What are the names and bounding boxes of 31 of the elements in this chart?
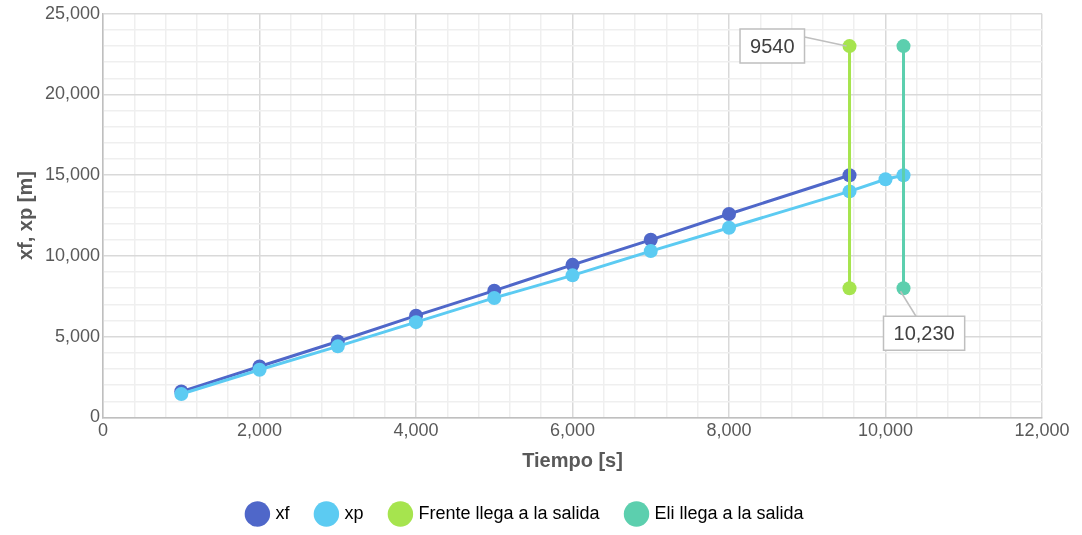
x-tick-label: 4,000 — [393, 420, 439, 441]
point — [643, 244, 658, 259]
y-tick-label: 20,000 — [44, 83, 101, 104]
legend-label: xp — [344, 502, 364, 523]
x-tick-label: 12,000 — [1014, 420, 1070, 441]
y-tick-label: 10,000 — [44, 244, 101, 265]
point — [487, 290, 502, 305]
x-tick-label: 10,000 — [857, 420, 914, 441]
y-tick-label: 5,000 — [55, 325, 101, 346]
point — [330, 339, 345, 354]
point — [896, 281, 911, 296]
y-tick-label: 15,000 — [44, 164, 101, 185]
annotation: 10,230 — [893, 321, 955, 344]
point — [722, 206, 737, 221]
y-tick-label: 25,000 — [44, 2, 101, 23]
legend-label: xf — [275, 502, 291, 523]
legend-label: Frente llega a la salida — [418, 502, 601, 523]
point — [842, 281, 857, 296]
x-axis-title: Tiempo [s] — [522, 448, 623, 471]
point — [409, 315, 424, 330]
y-axis-title: xf, xp [m] — [13, 171, 36, 261]
point — [896, 39, 911, 54]
point — [842, 39, 857, 54]
x-tick-label: 2,000 — [237, 420, 283, 441]
annotation: 9540 — [750, 34, 795, 57]
point — [878, 172, 893, 187]
x-tick-label: 6,000 — [550, 420, 596, 441]
legend-label: Eli llega a la salida — [654, 502, 805, 523]
point — [565, 268, 580, 283]
point — [722, 220, 737, 235]
x-tick-label: 8,000 — [706, 420, 752, 441]
